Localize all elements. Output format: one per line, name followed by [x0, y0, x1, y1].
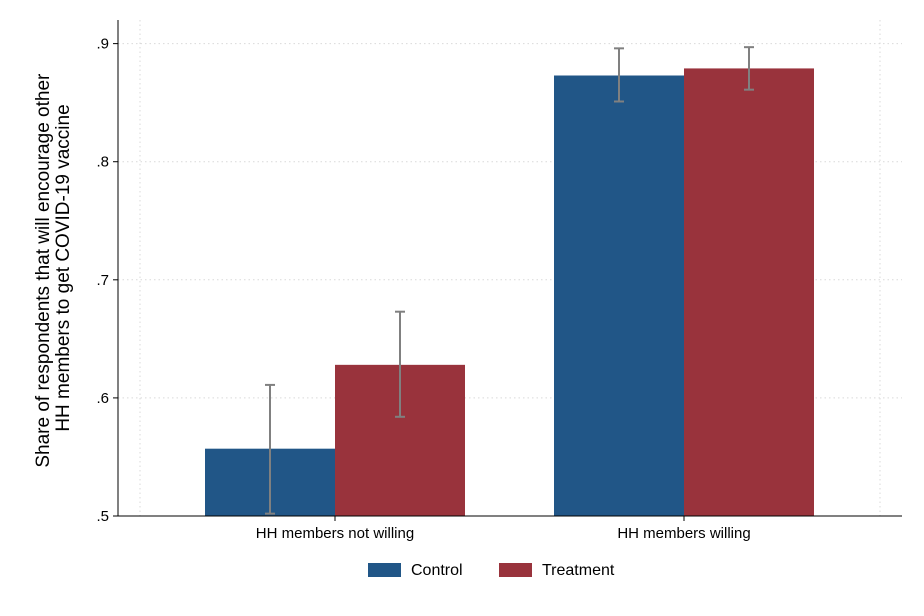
y-axis-title-line-1: Share of respondents that will encourage…	[33, 73, 54, 468]
y-axis-title-line-2: HH members to get COVID-19 vaccine	[53, 104, 74, 431]
x-tick-label: HH members not willing	[256, 525, 414, 542]
legend: Control Treatment	[368, 562, 615, 579]
x-tick-labels: HH members not willing HH members willing	[256, 525, 751, 542]
bar-control-2	[554, 75, 684, 516]
legend-swatch-treatment	[499, 563, 532, 577]
y-tick-label: .8	[96, 154, 109, 171]
x-tick-label: HH members willing	[617, 525, 750, 542]
legend-label-treatment: Treatment	[542, 562, 615, 579]
error-bars	[265, 46, 754, 515]
legend-label-control: Control	[411, 562, 463, 579]
y-tick-label: .7	[96, 272, 109, 289]
bars	[205, 68, 814, 517]
y-tick-label: .6	[96, 390, 109, 407]
bar-treatment-2	[684, 68, 814, 517]
y-tick-label: .5	[96, 508, 109, 525]
axes	[113, 20, 902, 521]
y-axis-title: Share of respondents that will encourage…	[33, 68, 74, 467]
y-tick-labels: .5 .6 .7 .8 .9	[96, 36, 109, 525]
legend-swatch-control	[368, 563, 401, 577]
y-tick-label: .9	[96, 36, 109, 53]
